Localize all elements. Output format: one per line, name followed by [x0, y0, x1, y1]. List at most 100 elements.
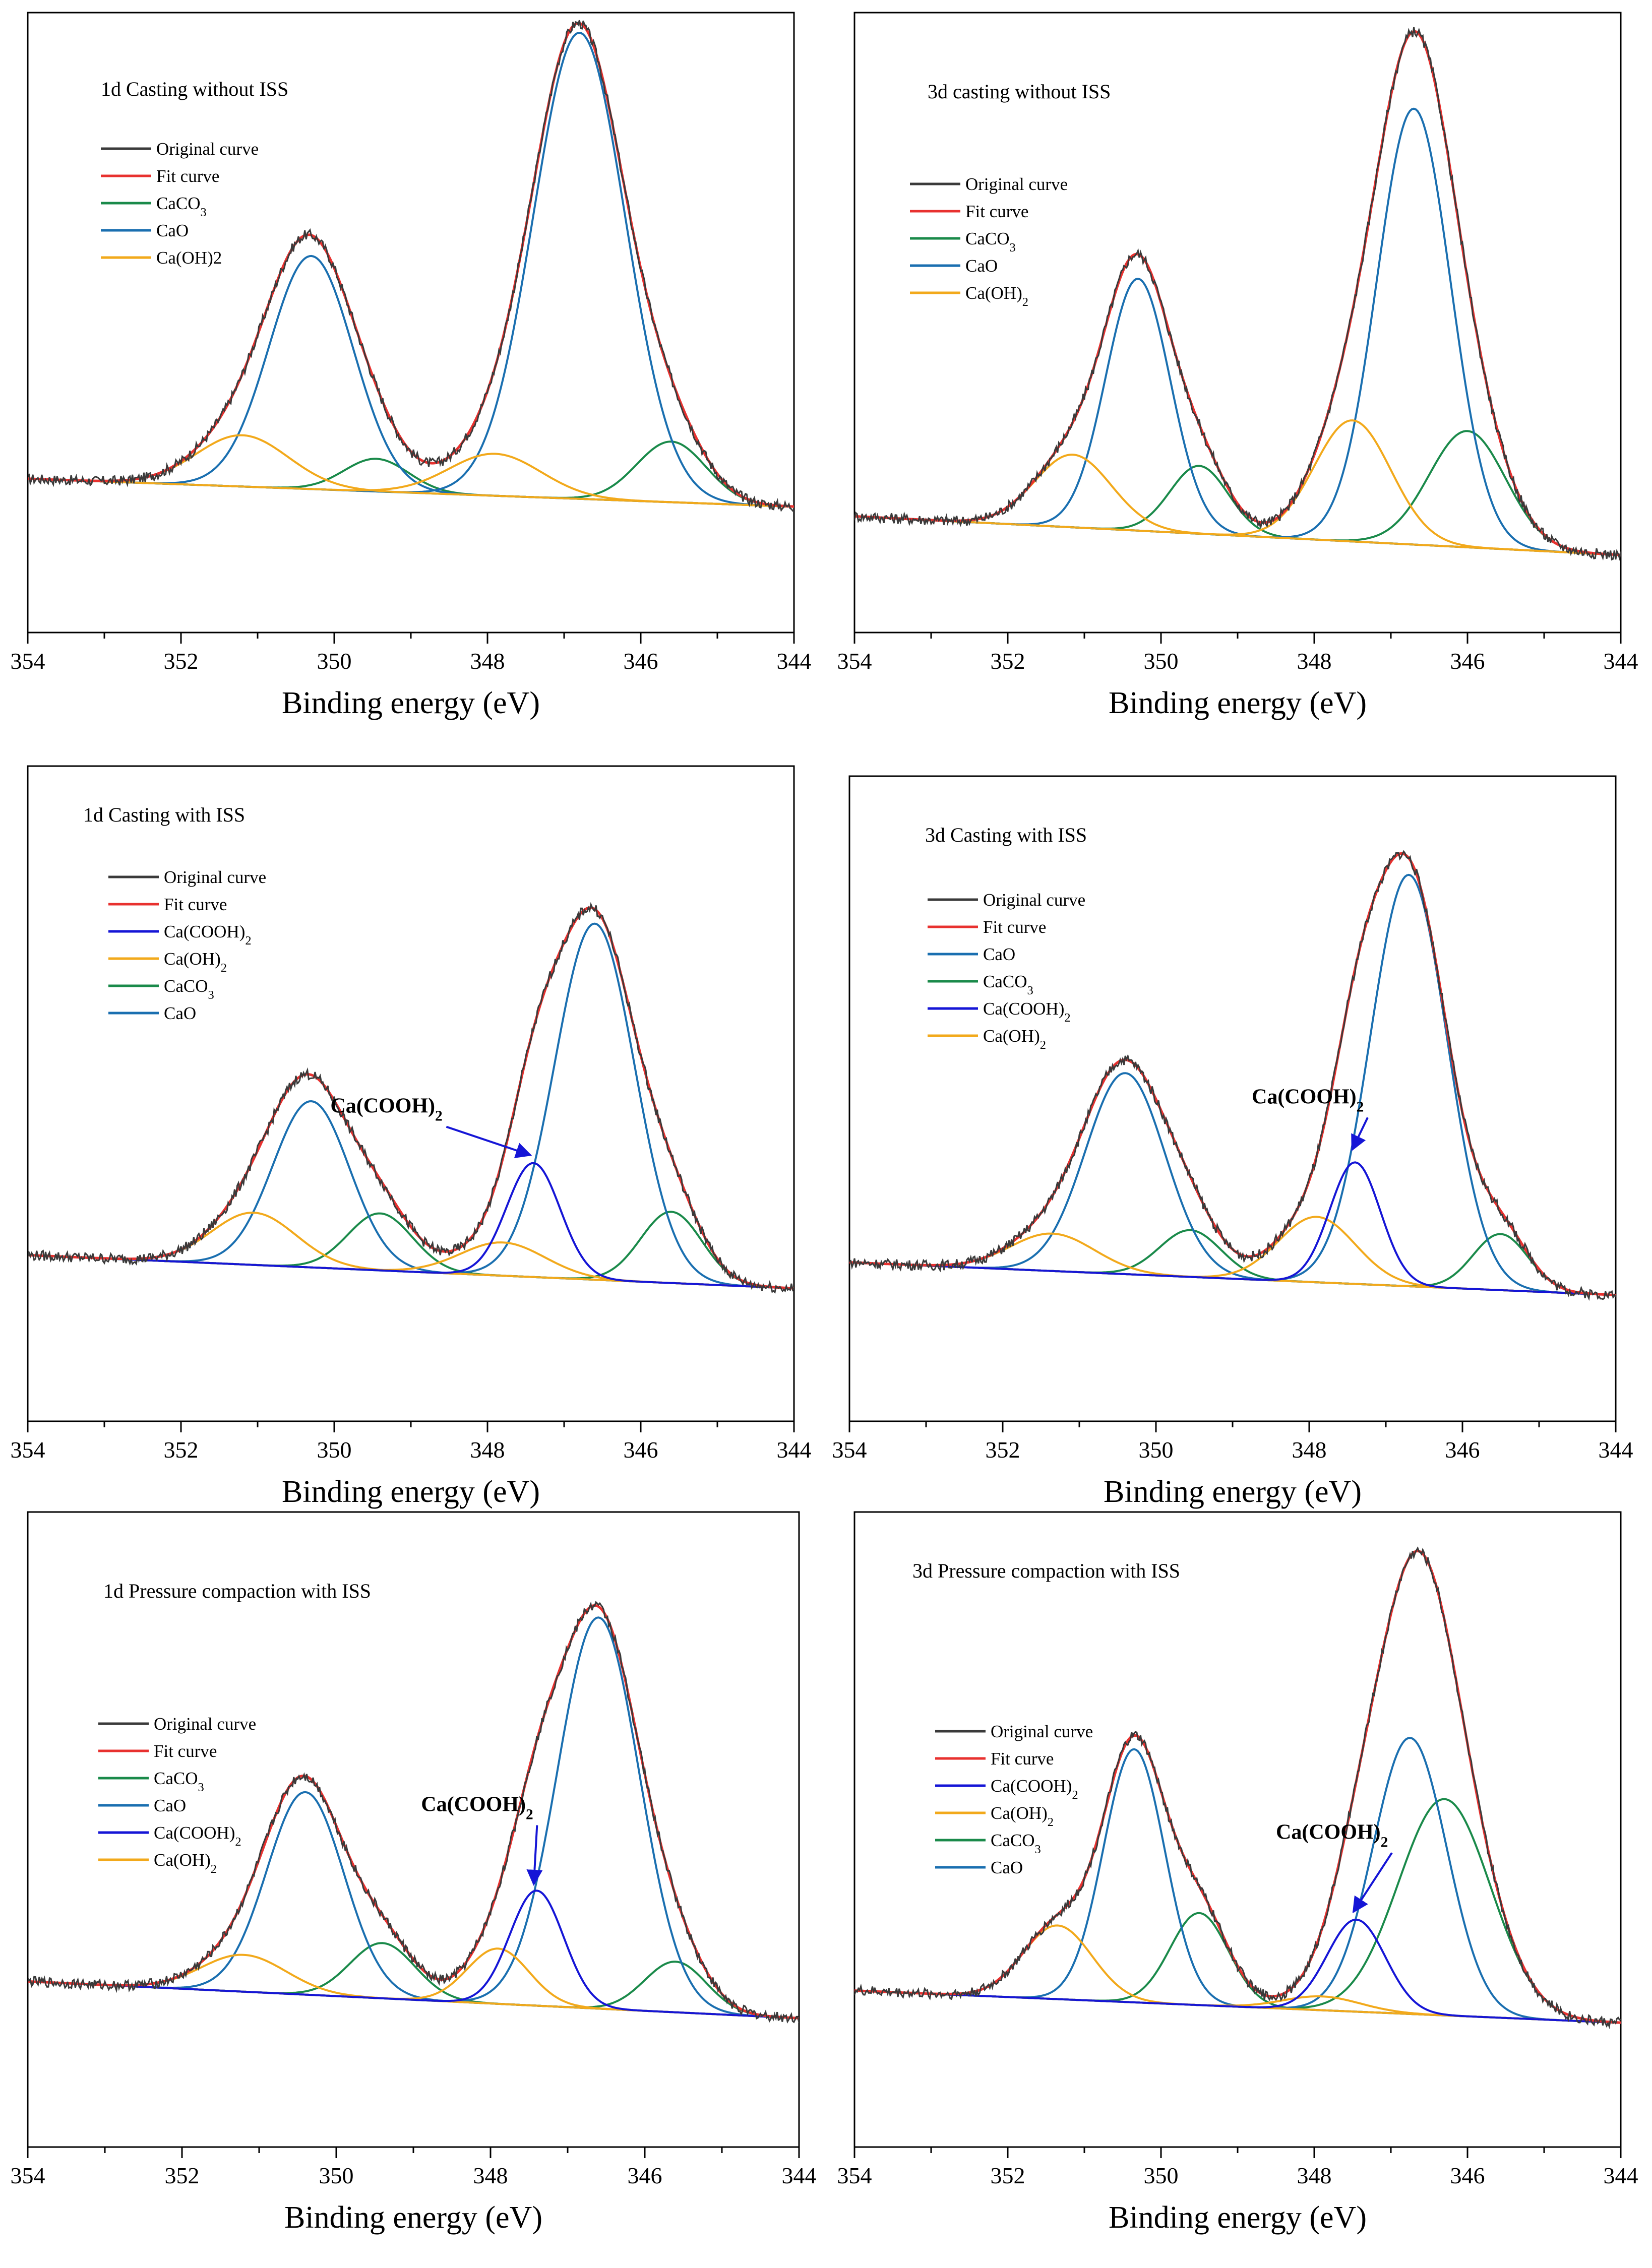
x-tick-label: 346 [624, 648, 658, 674]
legend-label: CaCO3 [154, 1769, 204, 1794]
component-curve-cao-1 [854, 1748, 1621, 2024]
legend-label: CaO [965, 256, 998, 276]
x-tick-label: 354 [11, 648, 45, 674]
chart-panel-4: 354 352 350 348 346 344 Binding energy (eV) 3d … [832, 775, 1633, 1509]
x-tick-label: 348 [1297, 648, 1332, 674]
legend-label: CaCO3 [965, 229, 1016, 255]
original-curve [854, 27, 1621, 561]
legend-label: Original curve [965, 174, 1068, 194]
x-tick-label: 350 [1144, 2163, 1179, 2188]
fit-curve [28, 1604, 799, 2020]
component-curve-cacooh2-1 [849, 1161, 1616, 1296]
x-tick-label: 346 [624, 1437, 658, 1463]
component-curve-cao-2 [28, 31, 794, 508]
x-tick-label: 352 [986, 1437, 1020, 1463]
legend-label: Ca(OH)2 [156, 248, 222, 268]
x-tick-label: 346 [1445, 1437, 1480, 1463]
panel-title: 1d Pressure compaction with ISS [103, 1580, 371, 1602]
fit-curve [849, 852, 1616, 1296]
legend-label: Original curve [164, 867, 266, 887]
x-tick-label: 352 [991, 648, 1025, 674]
original-curve [854, 1546, 1621, 2030]
x-tick-label: 348 [473, 2163, 508, 2188]
x-tick-label: 354 [832, 1437, 867, 1463]
x-tick-label: 348 [470, 1437, 505, 1463]
original-curve [28, 902, 794, 1294]
legend-label: CaCO3 [991, 1831, 1041, 1856]
annotation-arrow [526, 1825, 543, 1886]
plot-frame [848, 775, 1617, 1422]
legend-label: CaCO3 [156, 194, 207, 219]
legend-label: Ca(COOH)2 [164, 922, 252, 948]
plot-frame [27, 1511, 800, 2148]
x-tick-label: 350 [1139, 1437, 1174, 1463]
legend-label: Original curve [156, 139, 259, 159]
component-curve-cao-2 [849, 873, 1616, 1296]
legend-label: Original curve [154, 1714, 256, 1734]
component-curve-caoh2-1 [28, 1212, 794, 1290]
component-curve-cacooh2-1 [28, 1889, 799, 2020]
component-curve-caoh2-2 [849, 1216, 1616, 1296]
annotation-arrow [1352, 1852, 1393, 1914]
x-tick-label: 350 [317, 648, 352, 674]
x-axis-label: Binding energy (eV) [1109, 686, 1367, 720]
legend-label: Fit curve [164, 895, 227, 914]
legend-label: CaCO3 [164, 976, 214, 1002]
x-tick-label: 354 [837, 2163, 872, 2188]
x-tick-label: 352 [165, 2163, 200, 2188]
component-curve-caoh2-2 [28, 453, 794, 508]
x-tick-label: 352 [164, 1437, 199, 1463]
x-tick-label: 344 [1604, 2163, 1638, 2188]
legend-label: Fit curve [991, 1749, 1054, 1769]
plot-frame [27, 765, 795, 1422]
x-tick-label: 348 [1292, 1437, 1327, 1463]
legend-label: Original curve [983, 890, 1085, 910]
x-tick-label: 344 [777, 648, 812, 674]
x-tick-label: 350 [319, 2163, 354, 2188]
component-curve-cacooh2-1 [28, 1162, 794, 1290]
component-curve-cacooh2-1 [854, 1918, 1621, 2024]
chart-panel-6: 354 352 350 348 346 344 Binding energy (eV) 3d … [837, 1511, 1638, 2235]
component-curve-caco3-2 [854, 1798, 1621, 2024]
component-curve-caco3-2 [28, 1961, 799, 2020]
original-curve [849, 850, 1616, 1301]
x-tick-label: 344 [1599, 1437, 1633, 1463]
legend-label: Ca(OH)2 [983, 1026, 1046, 1052]
legend-label: CaO [164, 1003, 196, 1023]
legend-label: CaO [154, 1796, 186, 1815]
x-tick-label: 348 [470, 648, 505, 674]
x-tick-label: 348 [1297, 2163, 1332, 2188]
plot-frame [853, 1511, 1622, 2148]
chart-panel-5: 354 352 350 348 346 344 Binding energy (eV) 1d … [11, 1511, 817, 2235]
x-tick-label: 344 [782, 2163, 817, 2188]
x-tick-label: 354 [11, 1437, 45, 1463]
legend-label: Ca(OH)2 [154, 1850, 217, 1876]
legend-label: Fit curve [965, 202, 1028, 221]
x-tick-label: 344 [1604, 648, 1638, 674]
annotation-label: Ca(COOH)2 [1276, 1820, 1388, 1850]
annotation-label: Ca(COOH)2 [330, 1095, 442, 1124]
x-tick-label: 346 [1450, 2163, 1485, 2188]
panel-title: 3d Pressure compaction with ISS [912, 1559, 1180, 1582]
chart-panel-2: 354 352 350 348 346 344 Binding energy (eV) 3d … [837, 12, 1638, 720]
panel-title: 1d Casting without ISS [101, 78, 288, 100]
panel-title: 3d casting without ISS [928, 80, 1111, 103]
legend-label: Ca(COOH)2 [154, 1823, 241, 1849]
legend-label: Ca(OH)2 [164, 949, 227, 975]
x-tick-label: 352 [991, 2163, 1025, 2188]
annotation-arrow [446, 1125, 532, 1158]
chart-panel-1: 354 352 350 348 346 344 Binding energy (eV) 1d … [11, 12, 812, 720]
x-tick-label: 346 [1450, 648, 1485, 674]
original-curve [28, 20, 794, 512]
plot-frame [27, 12, 795, 634]
legend-label: Ca(OH)2 [991, 1803, 1054, 1829]
x-tick-label: 344 [777, 1437, 812, 1463]
component-curve-caoh2-1 [849, 1232, 1616, 1296]
x-axis-label: Binding energy (eV) [282, 686, 540, 720]
panel-title: 3d Casting with ISS [925, 824, 1087, 846]
legend-label: CaO [156, 221, 189, 240]
x-tick-label: 354 [11, 2163, 45, 2188]
x-tick-label: 350 [317, 1437, 352, 1463]
x-axis-label: Binding energy (eV) [282, 1475, 540, 1509]
